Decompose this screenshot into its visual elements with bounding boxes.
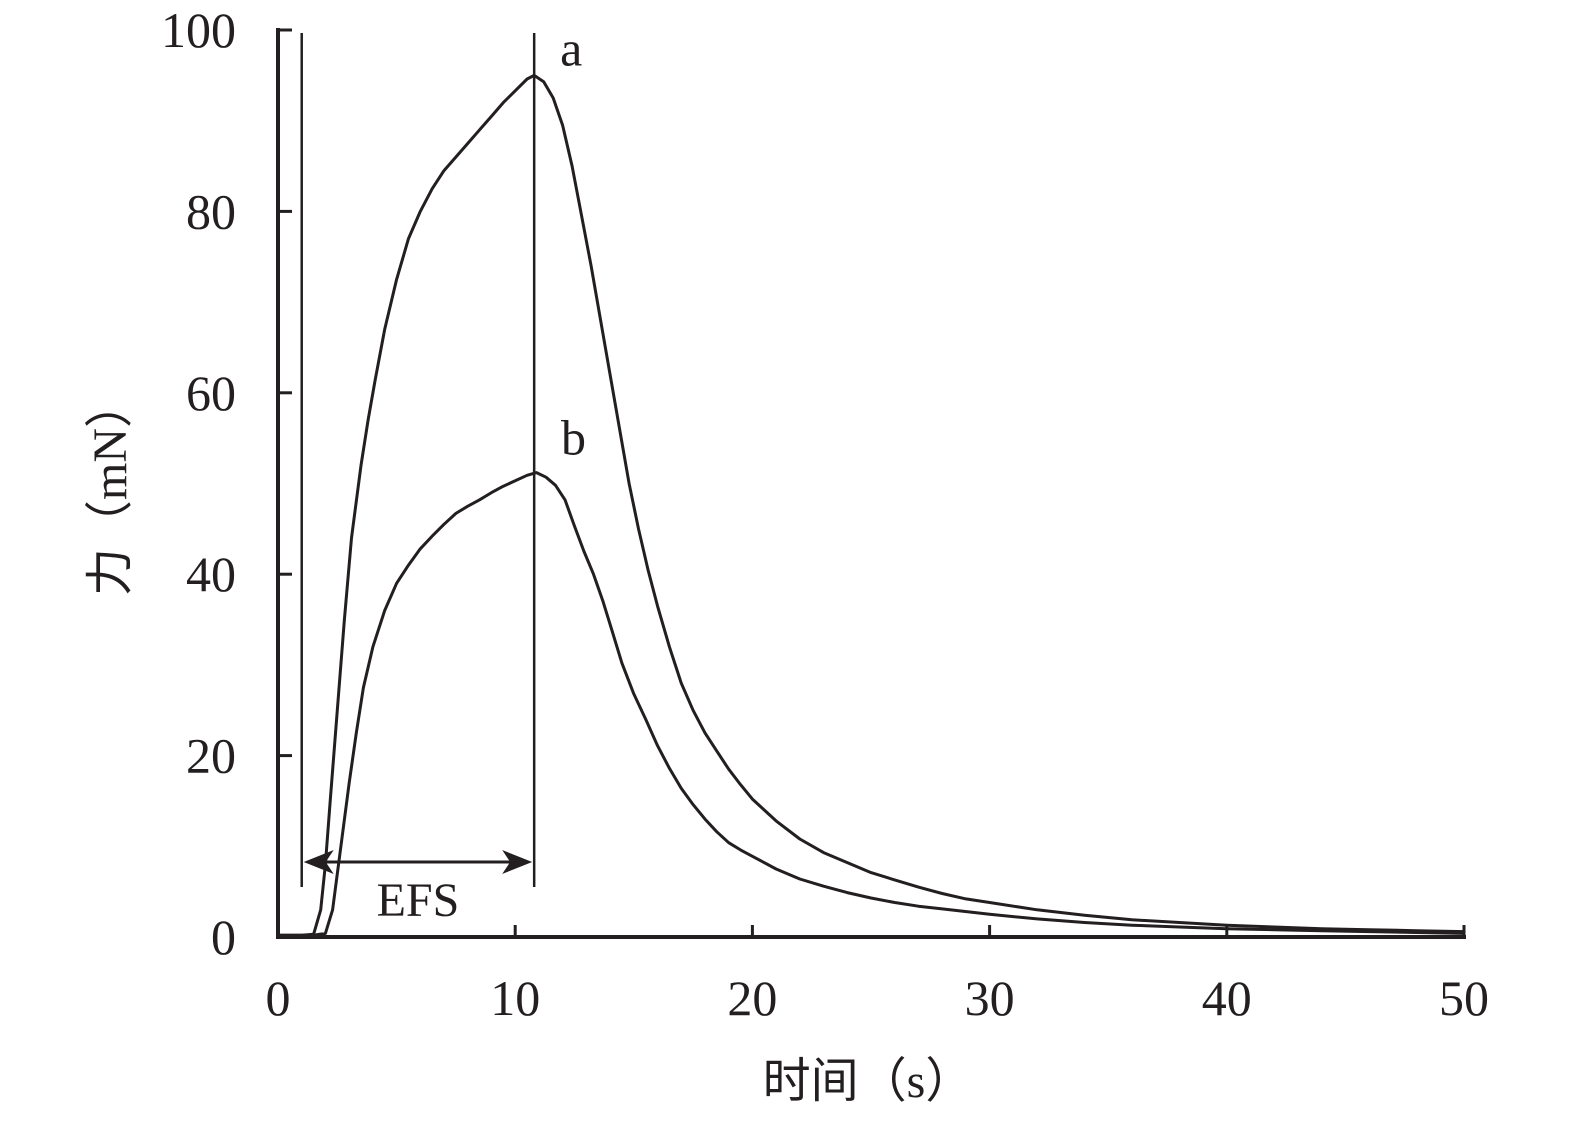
y-tick-label-0: 0	[211, 909, 236, 965]
axes	[276, 28, 1466, 939]
x-tick-label-20: 20	[727, 970, 777, 1026]
x-tick-label-40: 40	[1202, 970, 1252, 1026]
x-ticks: 0 10 20 30 40 50	[266, 925, 1489, 1026]
efs-annotation: EFS	[300, 33, 536, 927]
y-tick-label-60: 60	[186, 365, 236, 421]
x-tick-label-30: 30	[965, 970, 1015, 1026]
series-label-a: a	[560, 20, 582, 76]
x-axis-label: 时间（s）	[763, 1055, 974, 1108]
y-tick-label-20: 20	[186, 728, 236, 784]
y-ticks: 0 20 40 60 80 100	[161, 2, 292, 965]
x-tick-label-0: 0	[266, 970, 291, 1026]
x-tick-label-10: 10	[490, 970, 540, 1026]
series-line-a	[276, 73, 1466, 937]
series-labels: ab	[560, 20, 586, 465]
y-tick-label-80: 80	[186, 183, 236, 239]
series-line-b	[276, 471, 1466, 937]
series-label-b: b	[561, 410, 586, 466]
x-tick-label-50: 50	[1439, 970, 1489, 1026]
y-tick-label-100: 100	[161, 2, 236, 58]
efs-label: EFS	[377, 874, 460, 927]
y-axis-label: 力（mN）	[84, 380, 137, 596]
series-group	[276, 73, 1466, 937]
y-tick-label-40: 40	[186, 546, 236, 602]
efs-arrow-head-right	[502, 850, 533, 874]
